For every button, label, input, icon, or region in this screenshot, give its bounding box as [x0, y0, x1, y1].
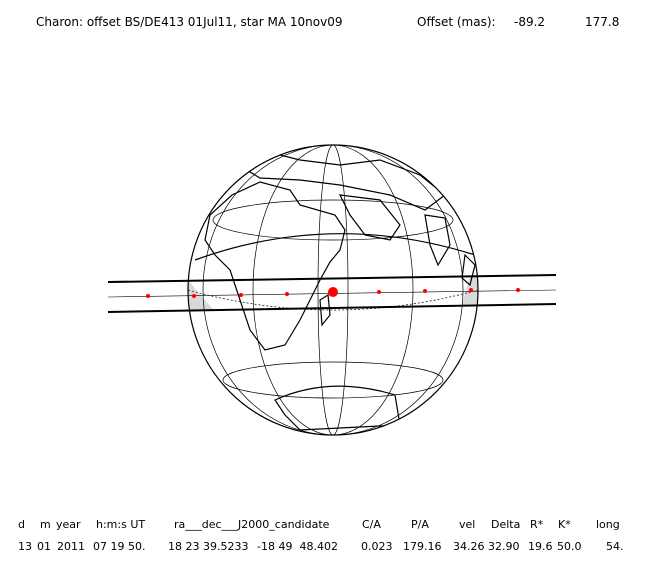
- table-row: 13 01 2011 07 19 50. 18 23 39.5233 -18 4…: [18, 540, 624, 553]
- header: vel: [459, 518, 475, 531]
- header: m: [40, 518, 51, 531]
- header: h:m:s UT: [96, 518, 145, 531]
- header: year: [56, 518, 81, 531]
- cell: 2011: [57, 540, 85, 553]
- header: K*: [558, 518, 571, 531]
- header: long: [596, 518, 620, 531]
- header: R*: [530, 518, 544, 531]
- cell: 50.0: [557, 540, 582, 553]
- offset-value: 177.8: [585, 15, 619, 29]
- cell: 32.90: [488, 540, 520, 553]
- header: C/A: [362, 518, 381, 531]
- globe: [187, 144, 479, 436]
- header: ra___dec___J2000_candidate: [174, 518, 330, 531]
- header: d: [18, 518, 25, 531]
- cell: 0.023: [361, 540, 393, 553]
- cell: 07 19 50.: [93, 540, 145, 553]
- offset-value: -89.2: [514, 15, 545, 29]
- time-marks: [146, 287, 520, 298]
- cell: 34.26: [453, 540, 485, 553]
- table-header: d m year h:m:s UT ra___dec___J2000_candi…: [18, 518, 620, 531]
- cell: 19.6: [528, 540, 553, 553]
- cell: 13: [18, 540, 32, 553]
- title: Charon: offset BS/DE413 01Jul11, star MA…: [36, 15, 342, 29]
- offset-label: Offset (mas):: [417, 15, 496, 29]
- header: Delta: [491, 518, 520, 531]
- cell: 01: [37, 540, 51, 553]
- cell: 18 23 39.5233: [168, 540, 248, 553]
- cell: 179.16: [403, 540, 442, 553]
- header: P/A: [411, 518, 429, 531]
- cell: 54.: [606, 540, 624, 553]
- cell: -18 49 48.402: [257, 540, 338, 553]
